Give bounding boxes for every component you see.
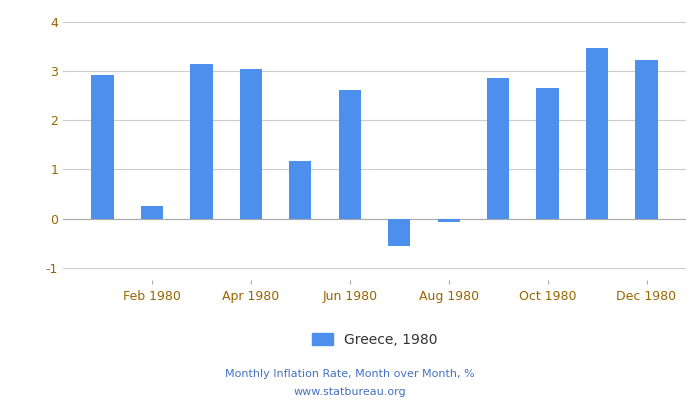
Text: www.statbureau.org: www.statbureau.org: [294, 387, 406, 397]
Legend: Greece, 1980: Greece, 1980: [306, 327, 443, 352]
Bar: [141, 206, 163, 218]
Bar: [487, 78, 510, 218]
Text: Monthly Inflation Rate, Month over Month, %: Monthly Inflation Rate, Month over Month…: [225, 369, 475, 379]
Bar: [339, 90, 361, 218]
Bar: [289, 160, 312, 218]
Bar: [636, 60, 658, 218]
Bar: [438, 218, 460, 222]
Bar: [91, 75, 113, 218]
Bar: [190, 64, 213, 218]
Bar: [586, 48, 608, 218]
Bar: [388, 218, 410, 246]
Bar: [239, 68, 262, 218]
Bar: [536, 88, 559, 218]
